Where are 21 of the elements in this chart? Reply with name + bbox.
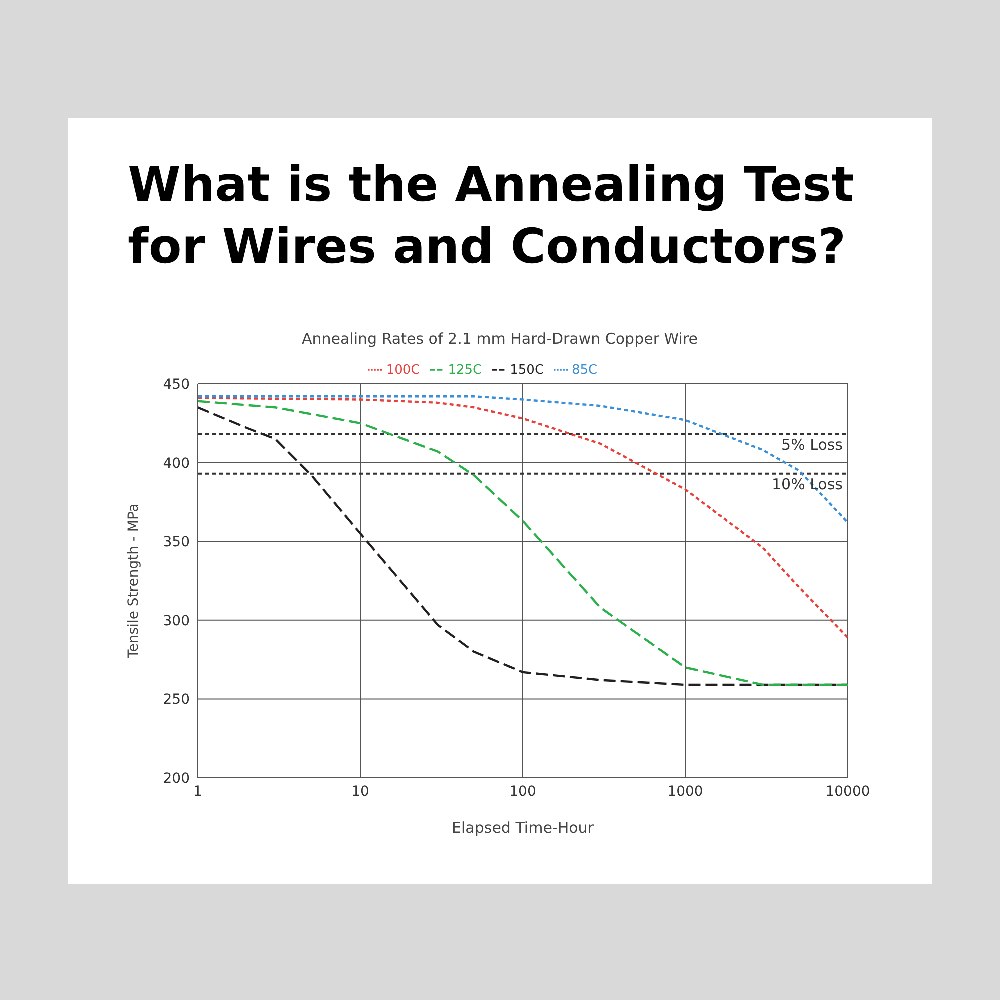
x-tick-label: 1 <box>194 784 202 800</box>
chart-subtitle: Annealing Rates of 2.1 mm Hard-Drawn Copper Wire <box>301 330 699 348</box>
x-tick-label: 10 <box>352 784 370 800</box>
legend-label: 100C <box>386 363 420 378</box>
ref-line-label: 10% Loss <box>772 475 844 494</box>
y-tick-label: 300 <box>163 613 190 630</box>
ref-line-label: 5% Loss <box>782 436 844 454</box>
y-tick-label: 400 <box>163 456 190 472</box>
legend-label: 125C <box>448 363 482 378</box>
legend-label: 150C <box>510 363 544 378</box>
y-tick-label: 250 <box>163 692 190 708</box>
x-axis-title: Elapsed Time-Hour <box>452 819 595 837</box>
x-tick-label: 1000 <box>668 784 704 800</box>
y-tick-label: 350 <box>163 534 190 551</box>
x-tick-label: 10000 <box>826 784 870 800</box>
x-tick-label: 100 <box>510 784 536 800</box>
y-tick-label: 200 <box>163 770 190 787</box>
chart-title: What is the Annealing Test for Wires and Conductors? <box>128 156 856 277</box>
y-tick-label: 450 <box>163 376 190 393</box>
y-axis-title: Tensile Strength - MPa <box>126 504 142 660</box>
legend-label: 85C <box>572 363 598 378</box>
